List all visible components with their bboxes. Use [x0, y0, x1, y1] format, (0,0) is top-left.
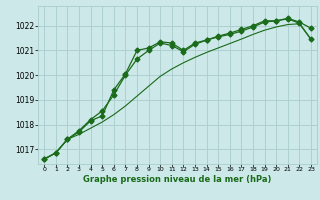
- X-axis label: Graphe pression niveau de la mer (hPa): Graphe pression niveau de la mer (hPa): [84, 175, 272, 184]
